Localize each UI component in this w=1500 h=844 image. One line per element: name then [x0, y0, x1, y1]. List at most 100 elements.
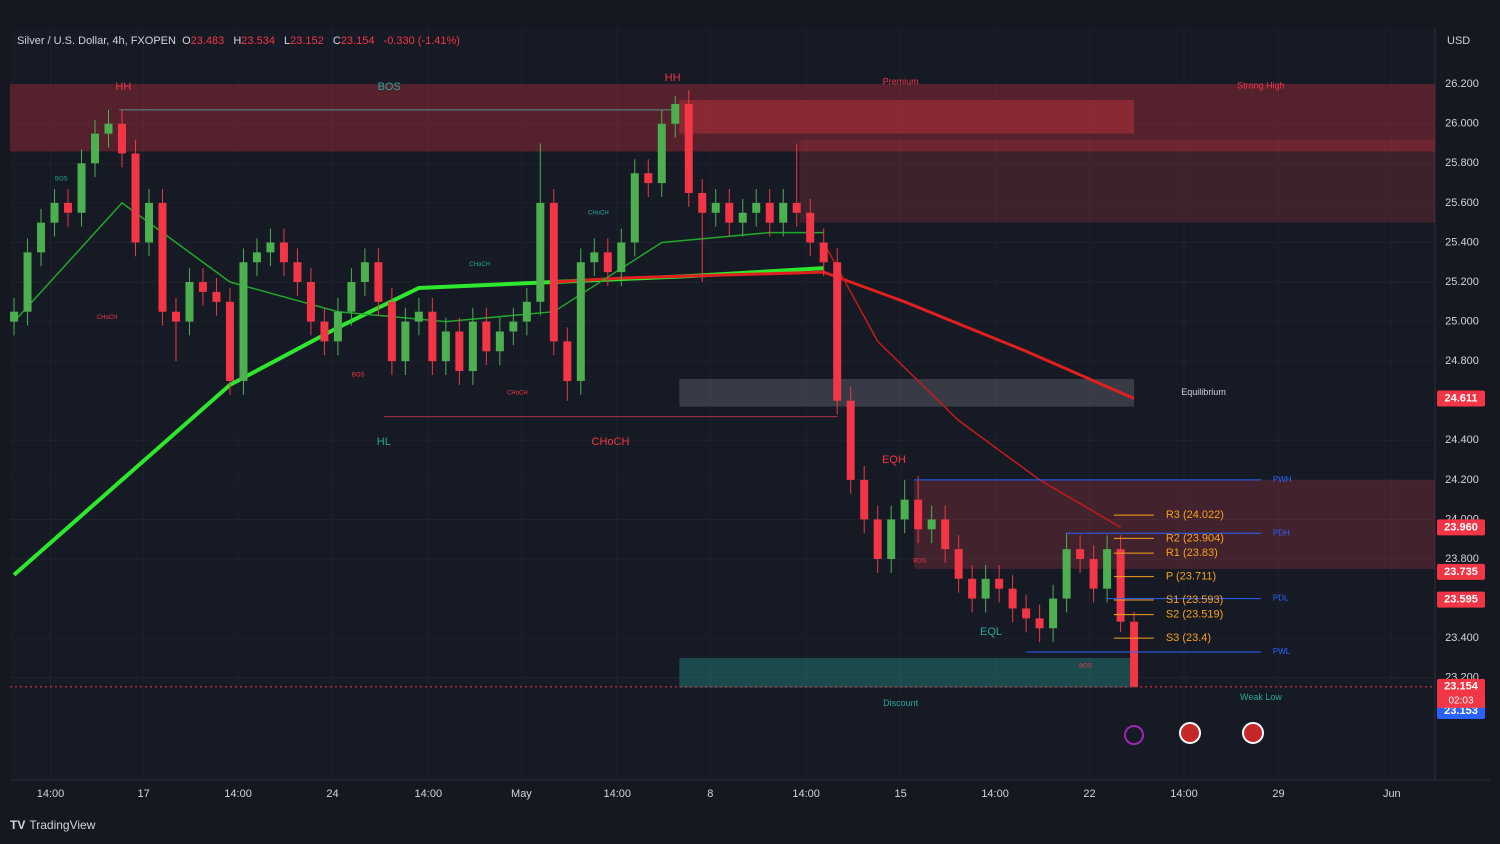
candle-body [1049, 598, 1058, 629]
annotation: EQH [882, 454, 906, 466]
price-badge [1437, 563, 1485, 580]
y-tick-label: 26.200 [1445, 78, 1479, 90]
candle-body [387, 301, 396, 362]
annotation: Premium [883, 77, 919, 87]
candle-body [644, 173, 653, 184]
candle-body [37, 222, 46, 253]
price-badge-label: 23.154 [1444, 681, 1479, 693]
candle-body [914, 499, 923, 530]
candle-body [64, 202, 73, 213]
y-tick-label: 25.000 [1445, 316, 1479, 328]
price-badge [1437, 519, 1485, 536]
candle-body [698, 193, 707, 213]
ohlc-label: C [332, 35, 341, 47]
candle-body [428, 311, 437, 362]
candle-body [657, 123, 666, 184]
candle-body [590, 252, 599, 263]
candle-body [981, 578, 990, 599]
zone [679, 378, 1135, 407]
brand-text: TradingView [29, 818, 96, 832]
y-tick-label: 23.800 [1445, 553, 1479, 565]
candle-body [50, 202, 59, 223]
candle-body [333, 311, 342, 342]
zone [799, 139, 1435, 223]
event-icons[interactable] [1124, 722, 1264, 745]
candle-body [873, 519, 882, 560]
candle-body [806, 212, 815, 243]
candle-body [91, 133, 100, 164]
pivot-label: R1 (23.83) [1166, 547, 1218, 559]
y-tick-label: 25.800 [1445, 157, 1479, 169]
candle-body [1022, 608, 1031, 619]
annotation: Weak Low [1240, 692, 1282, 702]
annotation: EQL [980, 626, 1002, 638]
pivot-label: P (23.711) [1166, 571, 1216, 583]
annotation: BOS [378, 81, 401, 93]
candle-body [198, 282, 207, 292]
x-tick-label: 29 [1272, 788, 1284, 800]
annotation: HH [115, 81, 131, 93]
candle-body [617, 242, 626, 273]
x-tick-label: 22 [1083, 788, 1095, 800]
pivot-label: S3 (23.4) [1166, 632, 1211, 644]
change: -0.330 (-1.41%) [383, 35, 460, 47]
candle-body [104, 123, 113, 134]
pivot-label: S1 (23.593) [1166, 594, 1223, 606]
candle-body [563, 341, 572, 381]
ohlc-value: 23.152 [290, 35, 324, 47]
candle-body [374, 262, 383, 302]
price-badge-label: 23.735 [1444, 566, 1478, 578]
y-tick-label: 26.000 [1445, 118, 1479, 130]
candle-body [455, 331, 464, 372]
level-label: PDH [1273, 528, 1290, 537]
candle-body [1103, 549, 1112, 589]
countdown-badge [1437, 693, 1485, 708]
y-tick-label: 25.200 [1445, 276, 1479, 288]
countdown: 02:03 [1448, 695, 1473, 706]
annotation: HH [665, 72, 681, 84]
annotation: CHoCH [97, 315, 118, 321]
candle-body [995, 578, 1004, 589]
price-badge [1437, 390, 1485, 407]
candle-body [468, 321, 477, 372]
annotation: CHoCH [469, 262, 490, 268]
currency: USD [1447, 35, 1471, 47]
candle-body [630, 173, 639, 243]
event-icon[interactable] [1242, 722, 1264, 744]
candle-body [576, 262, 585, 381]
ohlc-value: 23.154 [340, 35, 375, 47]
candle-body [833, 262, 842, 401]
candle-body [954, 549, 963, 579]
annotation: BOS [1079, 663, 1092, 669]
candle-body [536, 202, 545, 302]
candle-body [482, 321, 491, 352]
price-badge [1437, 591, 1485, 608]
candle-body [603, 252, 612, 273]
candle-body [414, 311, 423, 322]
candle-body [725, 202, 734, 223]
candle-body [77, 163, 86, 213]
candle-body [185, 282, 194, 322]
candle-body [212, 291, 221, 302]
x-tick-label: May [511, 788, 532, 800]
x-tick-label: 14:00 [37, 788, 65, 800]
candle-body [495, 331, 504, 352]
level-label: PWL [1273, 647, 1291, 656]
event-icon[interactable] [1179, 722, 1201, 744]
candle-body [900, 499, 909, 520]
event-icon[interactable] [1124, 725, 1144, 745]
y-tick-label: 24.200 [1445, 474, 1479, 486]
candle-body [320, 321, 329, 342]
candle-body [144, 202, 153, 243]
x-tick-label: 24 [326, 788, 338, 800]
candle-body [158, 202, 167, 312]
candle-body [846, 400, 855, 480]
candle-body [118, 123, 127, 154]
brand[interactable]: TV TradingView [10, 818, 96, 832]
y-tick-label: 25.400 [1445, 236, 1479, 248]
candle-body [360, 262, 369, 283]
candle-body [522, 301, 531, 322]
ohlc-label: O [182, 35, 191, 47]
